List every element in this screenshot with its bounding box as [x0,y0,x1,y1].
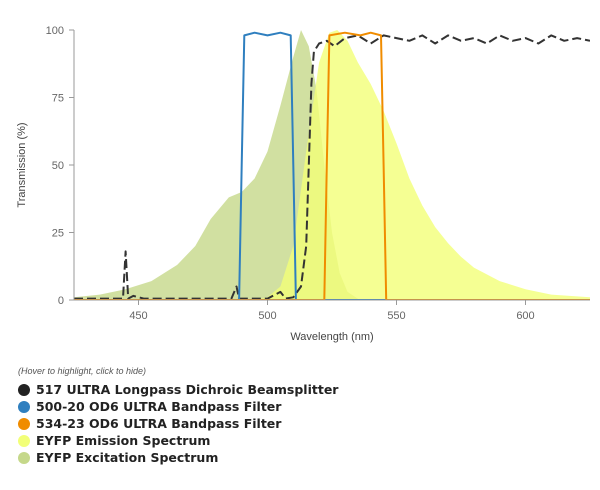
legend-swatch-bandpass-500 [18,400,30,413]
legend-label-bandpass-500: 500-20 OD6 ULTRA Bandpass Filter [36,399,282,414]
y-tick-label: 50 [52,160,64,172]
legend-swatch-excitation [18,451,30,464]
legend-swatch-emission [18,434,30,447]
area-series-group [74,30,590,300]
y-tick-label: 100 [46,25,64,37]
x-tick-label: 600 [516,310,534,322]
series-line-500-20-od6-ultra-bandpass-filter [74,31,590,300]
legend-item-emission[interactable]: EYFP Emission Spectrum [18,432,338,449]
y-axis-title: Transmission (%) [16,122,28,207]
legend-label-excitation: EYFP Excitation Spectrum [36,450,219,465]
legend-item-bandpass-534[interactable]: 534-23 OD6 ULTRA Bandpass Filter [18,415,338,432]
legend-swatch-dichroic [18,383,30,396]
y-tick-label: 75 [52,93,64,105]
series-line-517-ultra-longpass-dichroic-beamsplitter [74,34,590,300]
y-tick-label: 25 [52,228,64,240]
series-area-eyfp-excitation-spectrum [74,30,358,300]
legend: (Hover to highlight, click to hide) 517 … [18,366,338,466]
series-area-eyfp-emission-spectrum [254,30,590,300]
x-tick-label: 450 [129,310,147,322]
series-line-534-23-od6-ultra-bandpass-filter [74,31,590,300]
legend-swatch-bandpass-534 [18,417,30,430]
legend-label-dichroic: 517 ULTRA Longpass Dichroic Beamsplitter [36,382,339,397]
legend-item-dichroic[interactable]: 517 ULTRA Longpass Dichroic Beamsplitter [18,381,338,398]
axes: 0 25 50 75 100 450 500 550 600 [46,25,590,322]
legend-item-excitation[interactable]: EYFP Excitation Spectrum [18,449,338,466]
x-axis-title: Wavelength (nm) [290,331,373,343]
legend-hint: (Hover to highlight, click to hide) [18,366,147,376]
y-tick-label: 0 [58,295,64,307]
x-tick-label: 550 [387,310,405,322]
legend-item-bandpass-500[interactable]: 500-20 OD6 ULTRA Bandpass Filter [18,398,338,415]
legend-label-emission: EYFP Emission Spectrum [36,433,211,448]
legend-label-bandpass-534: 534-23 OD6 ULTRA Bandpass Filter [36,416,282,431]
x-tick-label: 500 [258,310,276,322]
line-series-group [74,31,590,300]
